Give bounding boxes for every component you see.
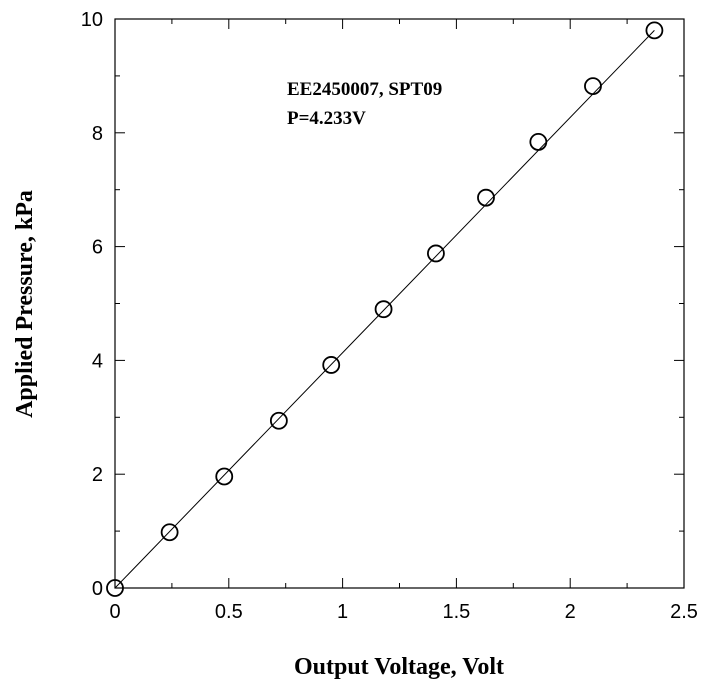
y-tick-label: 0 — [92, 578, 103, 600]
x-tick-label: 0 — [109, 601, 120, 623]
data-point — [477, 188, 495, 207]
x-tick-label: 2.5 — [670, 601, 698, 623]
x-axis-title: Output Voltage, Volt — [294, 654, 504, 680]
data-point — [427, 244, 445, 263]
data-point — [584, 77, 602, 96]
annotation-line-2: P=4.233V — [287, 108, 366, 129]
data-point — [322, 356, 341, 374]
x-tick-label: 1.5 — [442, 601, 470, 623]
data-point — [160, 523, 179, 542]
axis-ticks — [114, 18, 685, 589]
data-points — [106, 21, 664, 597]
x-tick-label: 1 — [337, 601, 348, 623]
y-tick-label: 10 — [81, 9, 103, 31]
x-tick-label: 2 — [565, 601, 576, 623]
data-point — [529, 133, 548, 151]
y-tick-label: 8 — [92, 123, 103, 145]
fit-line-group — [114, 30, 655, 589]
y-tick-label: 6 — [92, 237, 103, 259]
x-tick-label: 0.5 — [215, 601, 243, 623]
y-tick-label: 4 — [92, 350, 103, 372]
data-point — [106, 579, 124, 597]
tick-labels: 0 0.5 1 1.5 2 2.5 0 2 4 6 8 10 — [81, 9, 698, 623]
plot-area — [114, 18, 685, 589]
data-point — [215, 467, 234, 486]
y-tick-label: 2 — [92, 464, 103, 486]
y-axis-title: Applied Pressure, kPa — [12, 190, 38, 418]
plot-frame — [114, 18, 685, 589]
data-point — [374, 300, 393, 319]
fit-line — [114, 30, 655, 589]
annotation-line-1: EE2450007, SPT09 — [287, 79, 442, 100]
data-point — [645, 21, 664, 40]
data-point — [269, 411, 288, 430]
